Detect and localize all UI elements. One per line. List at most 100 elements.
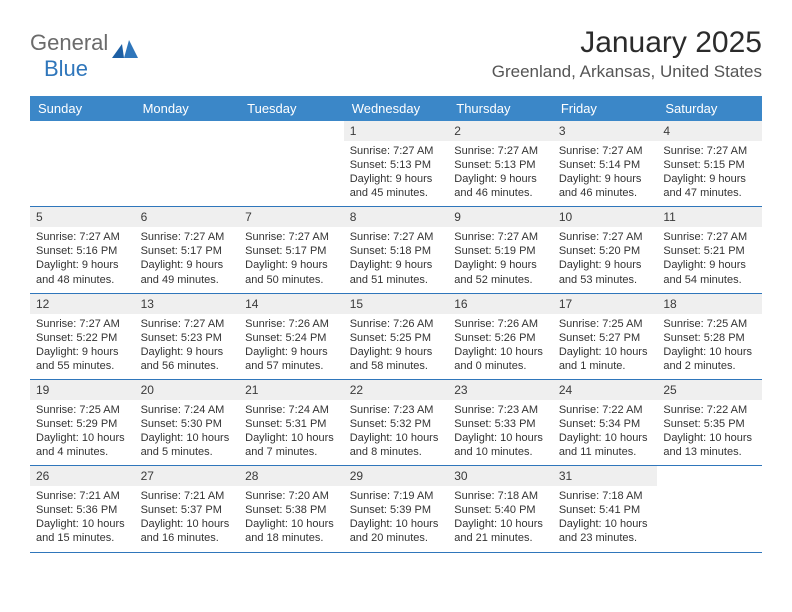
calendar-day-cell: 30Sunrise: 7:18 AMSunset: 5:40 PMDayligh… (448, 466, 553, 552)
day-details: Sunrise: 7:27 AMSunset: 5:17 PMDaylight:… (239, 227, 344, 292)
calendar-day-cell: 3Sunrise: 7:27 AMSunset: 5:14 PMDaylight… (553, 121, 658, 207)
calendar-day-cell: 29Sunrise: 7:19 AMSunset: 5:39 PMDayligh… (344, 466, 449, 552)
calendar-day-cell: 4Sunrise: 7:27 AMSunset: 5:15 PMDaylight… (657, 121, 762, 207)
calendar-day-cell: 15Sunrise: 7:26 AMSunset: 5:25 PMDayligh… (344, 293, 449, 379)
header: General January 2025 Greenland, Arkansas… (30, 26, 762, 82)
calendar-day-cell: 31Sunrise: 7:18 AMSunset: 5:41 PMDayligh… (553, 466, 658, 552)
day-number: 6 (135, 207, 240, 227)
day-details: Sunrise: 7:26 AMSunset: 5:24 PMDaylight:… (239, 314, 344, 379)
calendar-day-cell: 8Sunrise: 7:27 AMSunset: 5:18 PMDaylight… (344, 207, 449, 293)
weekday-header: Monday (135, 96, 240, 121)
day-number: 7 (239, 207, 344, 227)
day-details: Sunrise: 7:25 AMSunset: 5:29 PMDaylight:… (30, 400, 135, 465)
day-details: Sunrise: 7:21 AMSunset: 5:37 PMDaylight:… (135, 486, 240, 551)
day-details: Sunrise: 7:27 AMSunset: 5:23 PMDaylight:… (135, 314, 240, 379)
day-details: Sunrise: 7:27 AMSunset: 5:21 PMDaylight:… (657, 227, 762, 292)
calendar-day-cell: 24Sunrise: 7:22 AMSunset: 5:34 PMDayligh… (553, 379, 658, 465)
location: Greenland, Arkansas, United States (492, 62, 762, 82)
day-details: Sunrise: 7:22 AMSunset: 5:34 PMDaylight:… (553, 400, 658, 465)
calendar-day-cell: 6Sunrise: 7:27 AMSunset: 5:17 PMDaylight… (135, 207, 240, 293)
weekday-header: Wednesday (344, 96, 449, 121)
day-details: Sunrise: 7:26 AMSunset: 5:25 PMDaylight:… (344, 314, 449, 379)
day-details: Sunrise: 7:26 AMSunset: 5:26 PMDaylight:… (448, 314, 553, 379)
day-details: Sunrise: 7:23 AMSunset: 5:32 PMDaylight:… (344, 400, 449, 465)
calendar-day-cell: 19Sunrise: 7:25 AMSunset: 5:29 PMDayligh… (30, 379, 135, 465)
calendar-day-cell: 11Sunrise: 7:27 AMSunset: 5:21 PMDayligh… (657, 207, 762, 293)
calendar-week-row: 5Sunrise: 7:27 AMSunset: 5:16 PMDaylight… (30, 207, 762, 293)
day-details: Sunrise: 7:27 AMSunset: 5:13 PMDaylight:… (344, 141, 449, 206)
day-details: Sunrise: 7:27 AMSunset: 5:20 PMDaylight:… (553, 227, 658, 292)
weekday-header: Thursday (448, 96, 553, 121)
day-number: 9 (448, 207, 553, 227)
day-number: 20 (135, 380, 240, 400)
weekday-header: Sunday (30, 96, 135, 121)
calendar-table: Sunday Monday Tuesday Wednesday Thursday… (30, 96, 762, 553)
day-number: 10 (553, 207, 658, 227)
calendar-day-cell: 20Sunrise: 7:24 AMSunset: 5:30 PMDayligh… (135, 379, 240, 465)
weekday-header: Saturday (657, 96, 762, 121)
calendar-day-cell: 21Sunrise: 7:24 AMSunset: 5:31 PMDayligh… (239, 379, 344, 465)
day-details: Sunrise: 7:27 AMSunset: 5:14 PMDaylight:… (553, 141, 658, 206)
day-number: 28 (239, 466, 344, 486)
day-details: Sunrise: 7:27 AMSunset: 5:22 PMDaylight:… (30, 314, 135, 379)
calendar-day-cell: 2Sunrise: 7:27 AMSunset: 5:13 PMDaylight… (448, 121, 553, 207)
day-number: 22 (344, 380, 449, 400)
day-number: 26 (30, 466, 135, 486)
title-block: January 2025 Greenland, Arkansas, United… (492, 26, 762, 82)
calendar-day-cell (135, 121, 240, 207)
day-number: 18 (657, 294, 762, 314)
calendar-day-cell: 23Sunrise: 7:23 AMSunset: 5:33 PMDayligh… (448, 379, 553, 465)
calendar-day-cell: 10Sunrise: 7:27 AMSunset: 5:20 PMDayligh… (553, 207, 658, 293)
calendar-day-cell: 1Sunrise: 7:27 AMSunset: 5:13 PMDaylight… (344, 121, 449, 207)
calendar-day-cell: 28Sunrise: 7:20 AMSunset: 5:38 PMDayligh… (239, 466, 344, 552)
day-number: 13 (135, 294, 240, 314)
day-details: Sunrise: 7:18 AMSunset: 5:41 PMDaylight:… (553, 486, 658, 551)
calendar-day-cell (239, 121, 344, 207)
day-details: Sunrise: 7:27 AMSunset: 5:19 PMDaylight:… (448, 227, 553, 292)
day-details: Sunrise: 7:24 AMSunset: 5:30 PMDaylight:… (135, 400, 240, 465)
calendar-day-cell: 27Sunrise: 7:21 AMSunset: 5:37 PMDayligh… (135, 466, 240, 552)
day-details: Sunrise: 7:25 AMSunset: 5:28 PMDaylight:… (657, 314, 762, 379)
day-number: 23 (448, 380, 553, 400)
calendar-day-cell: 18Sunrise: 7:25 AMSunset: 5:28 PMDayligh… (657, 293, 762, 379)
logo-triangle-icon (112, 40, 138, 58)
day-number: 24 (553, 380, 658, 400)
day-number: 14 (239, 294, 344, 314)
calendar-day-cell: 14Sunrise: 7:26 AMSunset: 5:24 PMDayligh… (239, 293, 344, 379)
day-number: 4 (657, 121, 762, 141)
calendar-week-row: 26Sunrise: 7:21 AMSunset: 5:36 PMDayligh… (30, 466, 762, 552)
calendar-day-cell: 13Sunrise: 7:27 AMSunset: 5:23 PMDayligh… (135, 293, 240, 379)
day-number: 27 (135, 466, 240, 486)
day-number: 16 (448, 294, 553, 314)
day-details: Sunrise: 7:27 AMSunset: 5:13 PMDaylight:… (448, 141, 553, 206)
weekday-header: Tuesday (239, 96, 344, 121)
calendar-day-cell: 17Sunrise: 7:25 AMSunset: 5:27 PMDayligh… (553, 293, 658, 379)
calendar-week-row: 1Sunrise: 7:27 AMSunset: 5:13 PMDaylight… (30, 121, 762, 207)
day-number: 15 (344, 294, 449, 314)
day-details: Sunrise: 7:23 AMSunset: 5:33 PMDaylight:… (448, 400, 553, 465)
calendar-day-cell: 16Sunrise: 7:26 AMSunset: 5:26 PMDayligh… (448, 293, 553, 379)
day-details: Sunrise: 7:27 AMSunset: 5:15 PMDaylight:… (657, 141, 762, 206)
day-number: 5 (30, 207, 135, 227)
logo-blue-word: Blue (44, 52, 88, 82)
calendar-week-row: 19Sunrise: 7:25 AMSunset: 5:29 PMDayligh… (30, 379, 762, 465)
weekday-header-row: Sunday Monday Tuesday Wednesday Thursday… (30, 96, 762, 121)
day-details: Sunrise: 7:22 AMSunset: 5:35 PMDaylight:… (657, 400, 762, 465)
day-details: Sunrise: 7:18 AMSunset: 5:40 PMDaylight:… (448, 486, 553, 551)
day-details: Sunrise: 7:21 AMSunset: 5:36 PMDaylight:… (30, 486, 135, 551)
calendar-day-cell: 9Sunrise: 7:27 AMSunset: 5:19 PMDaylight… (448, 207, 553, 293)
calendar-day-cell: 7Sunrise: 7:27 AMSunset: 5:17 PMDaylight… (239, 207, 344, 293)
day-number: 29 (344, 466, 449, 486)
calendar-day-cell: 22Sunrise: 7:23 AMSunset: 5:32 PMDayligh… (344, 379, 449, 465)
day-number: 21 (239, 380, 344, 400)
day-number: 19 (30, 380, 135, 400)
day-number: 12 (30, 294, 135, 314)
day-number: 31 (553, 466, 658, 486)
day-details: Sunrise: 7:19 AMSunset: 5:39 PMDaylight:… (344, 486, 449, 551)
day-details: Sunrise: 7:27 AMSunset: 5:17 PMDaylight:… (135, 227, 240, 292)
calendar-day-cell: 26Sunrise: 7:21 AMSunset: 5:36 PMDayligh… (30, 466, 135, 552)
day-number: 1 (344, 121, 449, 141)
calendar-day-cell (30, 121, 135, 207)
weekday-header: Friday (553, 96, 658, 121)
day-number: 8 (344, 207, 449, 227)
